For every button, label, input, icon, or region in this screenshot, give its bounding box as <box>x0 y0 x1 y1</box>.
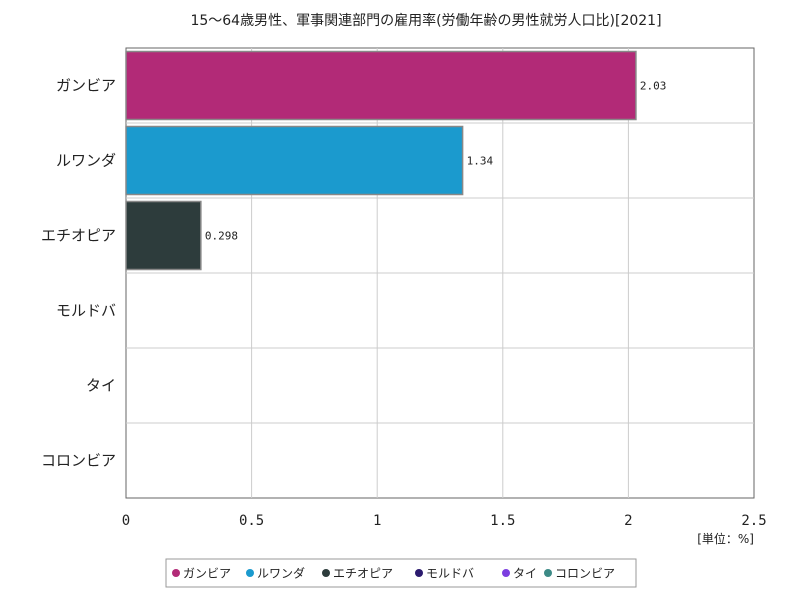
x-tick-label: 2 <box>624 513 632 529</box>
legend-entry: コロンビア <box>555 567 615 581</box>
legend-box <box>165 558 637 588</box>
value-label: 0.298 <box>205 230 238 243</box>
legend-marker <box>322 569 330 577</box>
legend: ガンビア ルワンダ エチオピア モルドバ タイ コロンビア <box>165 558 637 588</box>
x-tick-label: 2.5 <box>741 513 766 529</box>
category-label: モルドバ <box>56 302 116 320</box>
category-label: ルワンダ <box>56 152 116 170</box>
x-tick-label: 1.5 <box>490 513 515 529</box>
category-label: エチオピア <box>41 227 116 245</box>
legend-entry: モルドバ <box>426 567 474 581</box>
legend-entry: ルワンダ <box>257 566 305 581</box>
grid-lines <box>126 48 754 498</box>
bar <box>125 50 637 121</box>
category-label: コロンビア <box>41 452 116 470</box>
category-label: ガンビア <box>56 77 116 95</box>
chart-title: 15～64歳男性、軍事関連部門の雇用率(労働年齢の男性就労人口比)[2021] <box>190 12 661 29</box>
legend-marker <box>172 569 180 577</box>
value-label: 2.03 <box>640 80 667 93</box>
bar <box>125 200 202 271</box>
category-label: タイ <box>86 377 116 395</box>
legend-marker <box>246 569 254 577</box>
x-tick-labels: 0 0.5 1 1.5 2 2.5 <box>122 513 767 529</box>
bars: 2.03 1.34 0.298 <box>125 50 667 271</box>
legend-entry: タイ <box>513 567 537 581</box>
legend-marker <box>415 569 423 577</box>
x-tick-label: 1 <box>373 513 381 529</box>
legend-entry: ガンビア <box>183 567 231 581</box>
unit-label: [単位：%] <box>697 531 754 546</box>
value-label: 1.34 <box>467 155 494 168</box>
legend-entry: エチオピア <box>333 567 393 581</box>
bar <box>125 125 464 196</box>
legend-marker <box>544 569 552 577</box>
legend-marker <box>502 569 510 577</box>
x-tick-label: 0.5 <box>239 513 264 529</box>
x-tick-label: 0 <box>122 513 130 529</box>
